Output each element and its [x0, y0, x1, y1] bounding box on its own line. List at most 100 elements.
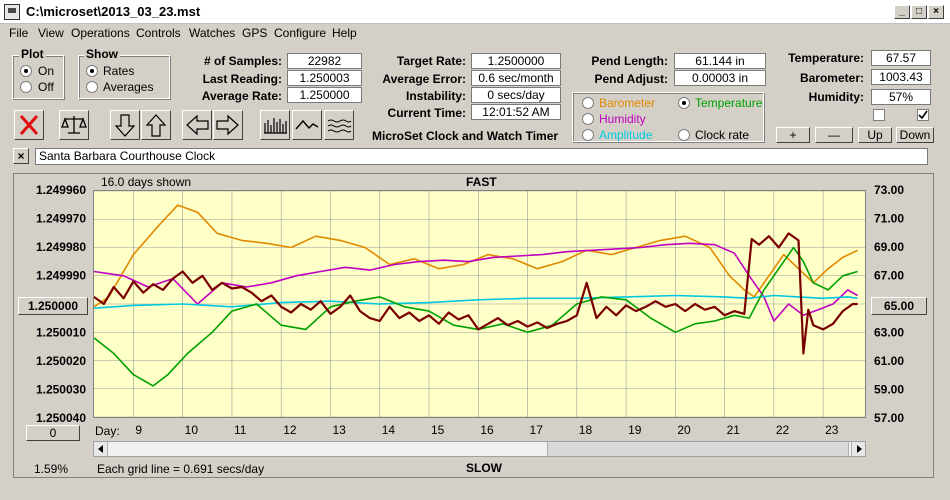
menu-gps[interactable]: GPS — [242, 26, 268, 40]
scroll-right-arrow-icon[interactable] — [851, 442, 865, 456]
menu-bar: File View Operations Controls Watches GP… — [0, 24, 950, 44]
average-error-label: Average Error: — [382, 72, 466, 86]
temperature-radio[interactable] — [678, 97, 690, 109]
histogram-icon — [264, 118, 287, 134]
series-line-humidity — [94, 242, 858, 322]
balance-scale-icon — [61, 116, 87, 134]
series-line-temperature — [94, 246, 858, 387]
samples-label: # of Samples: — [203, 54, 282, 68]
current-time-value: 12:01:52 AM — [471, 104, 561, 120]
env-checkbox-left[interactable] — [873, 109, 885, 121]
temperature-value: 67.57 — [871, 50, 931, 66]
humidity-value: 57% — [871, 89, 931, 105]
window-title: C:\microset\2013_03_23.mst — [26, 4, 201, 19]
watch-name-field[interactable]: Santa Barbara Courthouse Clock — [35, 148, 928, 165]
menu-view[interactable]: View — [38, 26, 64, 40]
histogram-button[interactable] — [260, 110, 290, 140]
bottom-left-value-button[interactable]: 0 — [26, 425, 80, 441]
shift-up-button[interactable] — [141, 110, 171, 140]
close-watch-button[interactable]: × — [13, 148, 29, 164]
show-group — [78, 55, 170, 99]
app-icon — [4, 4, 20, 20]
current-time-label: Current Time: — [387, 106, 466, 120]
env-checkbox-right[interactable] — [917, 109, 929, 121]
barometer-radio[interactable] — [582, 97, 594, 109]
minus-button[interactable]: — — [815, 127, 853, 143]
barometer-value: 1003.43 — [871, 69, 931, 85]
red-x-icon — [19, 115, 39, 135]
humidity-radio[interactable] — [582, 113, 594, 125]
scroll-left-arrow-icon[interactable] — [94, 442, 108, 456]
balance-button[interactable] — [59, 110, 89, 140]
menu-watches[interactable]: Watches — [189, 26, 236, 40]
chart-svg — [94, 191, 865, 417]
days-shown-label: 16.0 days shown — [101, 175, 192, 189]
amplitude-option-label: Amplitude — [599, 128, 653, 142]
barometer-option-label: Barometer — [599, 96, 656, 110]
clock-rate-option-label: Clock rate — [695, 128, 750, 142]
pend-adjust-label: Pend Adjust: — [594, 72, 668, 86]
sensor-select-group — [572, 92, 764, 142]
smooth-button[interactable] — [292, 110, 322, 140]
pend-length-label: Pend Length: — [591, 54, 668, 68]
menu-controls[interactable]: Controls — [136, 26, 181, 40]
show-averages-radio[interactable] — [86, 81, 98, 93]
last-reading-value: 1.250003 — [287, 70, 362, 86]
instability-label: Instability: — [405, 89, 466, 103]
plot-group-label: Plot — [19, 47, 46, 61]
noise-wave-icon — [327, 119, 352, 133]
title-bar: C:\microset\2013_03_23.mst _ □ × — [0, 0, 950, 24]
humidity-label: Humidity: — [808, 90, 864, 104]
pend-adjust-value: 0.00003 in — [674, 70, 766, 86]
scroll-right-button[interactable] — [213, 110, 243, 140]
close-icon[interactable]: × — [928, 5, 944, 19]
down-button[interactable]: Down — [896, 127, 934, 143]
temperature-label: Temperature: — [788, 51, 864, 65]
y-right-center-button[interactable]: 65.00 — [871, 297, 927, 315]
menu-configure[interactable]: Configure — [274, 26, 327, 40]
amplitude-radio[interactable] — [582, 129, 594, 141]
series-line-clock-rate — [94, 232, 858, 355]
plus-button[interactable]: + — [776, 127, 810, 143]
series-line-barometer — [94, 204, 858, 308]
show-rates-radio[interactable] — [86, 65, 98, 77]
y-left-center-button[interactable]: 1.250000 — [18, 297, 88, 315]
clock-rate-radio[interactable] — [678, 129, 690, 141]
show-rates-label: Rates — [103, 64, 135, 78]
plot-off-radio[interactable] — [20, 81, 32, 93]
chart-plot-area — [93, 190, 866, 418]
x-axis-prefix: Day: — [95, 424, 120, 438]
maximize-icon[interactable]: □ — [911, 5, 927, 19]
samples-value: 22982 — [287, 53, 362, 69]
pend-length-value: 61.144 in — [674, 53, 766, 69]
target-rate-label: Target Rate: — [396, 54, 466, 68]
menu-file[interactable]: File — [9, 26, 29, 40]
arrow-down-icon — [114, 114, 136, 137]
raw-data-button[interactable] — [324, 110, 354, 140]
target-rate-value: 1.2500000 — [471, 53, 561, 69]
humidity-option-label: Humidity — [599, 112, 646, 126]
barometer-label: Barometer: — [799, 71, 864, 85]
stop-button[interactable] — [14, 110, 44, 140]
wave-icon — [295, 119, 319, 130]
grid-note-label: Each grid line = 0.691 secs/day — [97, 462, 265, 476]
average-rate-value: 1.250000 — [287, 87, 362, 103]
arrow-up-icon — [145, 114, 167, 137]
series-line-amplitude — [94, 294, 858, 309]
plot-on-radio[interactable] — [20, 65, 32, 77]
menu-help[interactable]: Help — [332, 26, 357, 40]
app-name-label: MicroSet Clock and Watch Timer — [372, 129, 559, 143]
average-rate-label: Average Rate: — [201, 89, 282, 103]
chart-scrollbar[interactable] — [93, 441, 866, 457]
scroll-thumb[interactable] — [547, 442, 849, 456]
menu-operations[interactable]: Operations — [71, 26, 130, 40]
percent-label: 1.59% — [34, 462, 69, 476]
show-group-label: Show — [84, 47, 120, 61]
arrow-left-icon — [186, 114, 209, 136]
scroll-left-button[interactable] — [182, 110, 212, 140]
minimize-icon[interactable]: _ — [894, 5, 910, 19]
average-error-value: 0.6 sec/month — [471, 70, 561, 86]
shift-down-button[interactable] — [110, 110, 140, 140]
show-averages-label: Averages — [103, 80, 154, 94]
up-button[interactable]: Up — [858, 127, 892, 143]
